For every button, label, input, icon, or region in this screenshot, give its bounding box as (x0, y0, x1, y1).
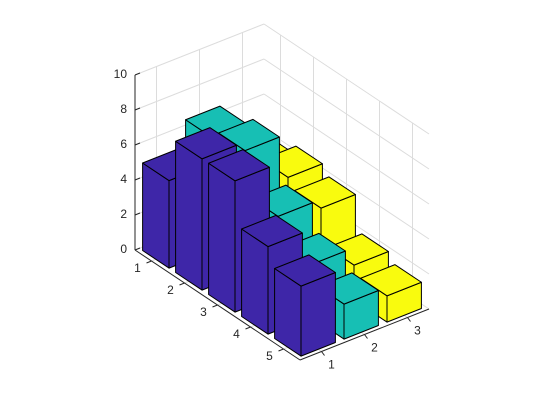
z-tick-label: 0 (120, 242, 127, 256)
bar-top-face (175, 127, 237, 160)
z-tick (134, 177, 141, 181)
bar-top-face (274, 254, 336, 287)
x-tick-label: 1 (328, 358, 335, 372)
y-tick (245, 326, 251, 330)
x-tick-label: 2 (371, 341, 378, 355)
z-tick-label: 8 (120, 102, 127, 116)
bar-top-face (208, 149, 270, 182)
y-tick (278, 348, 284, 352)
z-tick (134, 142, 141, 146)
y-tick (212, 304, 218, 308)
y-tick (146, 260, 152, 264)
y-tick-label: 1 (134, 261, 141, 275)
x-tick (321, 351, 325, 356)
y-tick (179, 282, 185, 286)
y-tick-label: 2 (167, 283, 174, 297)
z-tick (134, 247, 141, 251)
y-tick-label: 3 (200, 305, 207, 319)
z-tick-label: 10 (114, 67, 128, 81)
bar-left-face (241, 228, 269, 335)
bar-top-face (241, 214, 303, 248)
bar-front-face (300, 272, 336, 357)
z-tick (134, 212, 141, 216)
x-tick-label: 3 (414, 324, 421, 338)
z-tick-label: 4 (120, 172, 127, 186)
bar-left-face (208, 162, 236, 313)
x-tick (407, 317, 411, 322)
z-tick-label: 2 (120, 207, 127, 221)
x-tick (364, 334, 368, 339)
z-tick (134, 72, 141, 76)
y-tick-label: 4 (233, 327, 240, 341)
z-tick (134, 107, 141, 111)
z-tick-label: 6 (120, 137, 127, 151)
bar-left-face (175, 140, 203, 291)
y-tick-label: 5 (266, 349, 273, 363)
bar-left-face (142, 162, 170, 269)
